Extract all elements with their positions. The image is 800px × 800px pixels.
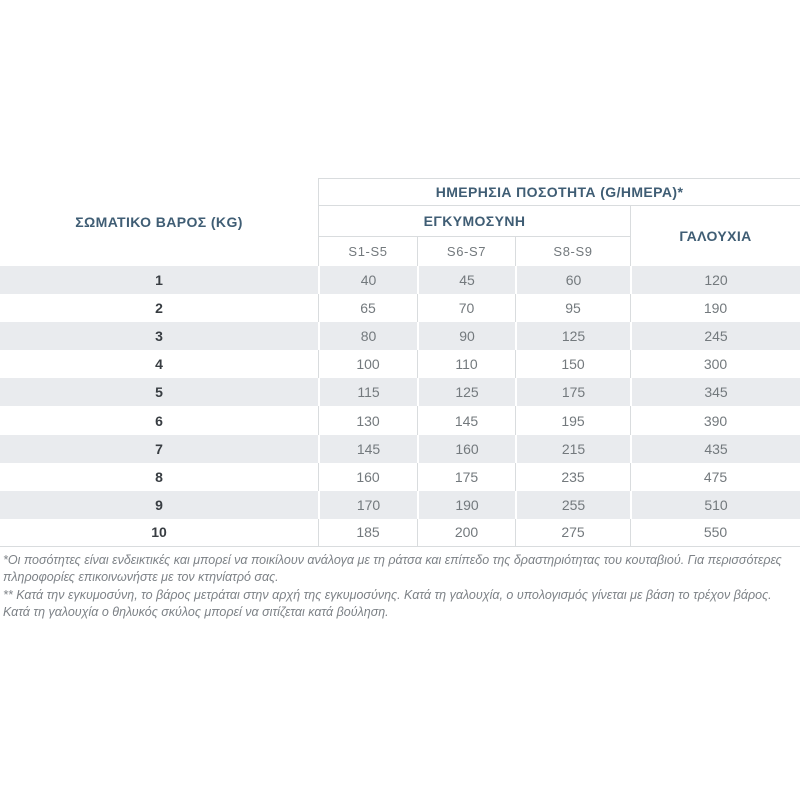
- footnote-pregnancy: ** Κατά την εγκυμοσύνη, το βάρος μετράτα…: [3, 588, 772, 619]
- value-s1s5: 160: [318, 462, 417, 491]
- table-row: 6 130 145 195 390: [0, 406, 800, 435]
- value-s8s9: 175: [515, 378, 630, 407]
- value-lactation: 120: [630, 266, 800, 295]
- value-lactation: 435: [630, 434, 800, 463]
- value-s1s5: 145: [318, 434, 417, 463]
- table-row: 9 170 190 255 510: [0, 490, 800, 519]
- stage-subheader-s6-s7: S6-S7: [417, 237, 515, 266]
- value-lactation: 550: [630, 518, 800, 547]
- value-s1s5: 80: [318, 322, 417, 351]
- daily-quantity-header: ΗΜΕΡΗΣΙΑ ΠΟΣΟΤΗΤΑ (G/ΗΜΕΡΑ)*: [318, 178, 800, 206]
- weight-cell: 10: [0, 519, 318, 547]
- body-weight-header: ΣΩΜΑΤΙΚΟ ΒΑΡΟΣ (KG): [75, 214, 243, 230]
- feeding-table: ΣΩΜΑΤΙΚΟ ΒΑΡΟΣ (KG) ΗΜΕΡΗΣΙΑ ΠΟΣΟΤΗΤΑ (G…: [0, 178, 800, 547]
- value-s6s7: 70: [417, 294, 515, 323]
- weight-cell: 7: [155, 440, 163, 457]
- value-s1s5: 100: [318, 350, 417, 379]
- value-s1s5: 130: [318, 406, 417, 435]
- value-lactation: 390: [630, 406, 800, 435]
- value-s8s9: 125: [515, 322, 630, 351]
- value-lactation: 190: [630, 294, 800, 323]
- stage-subheader-s1-s5: S1-S5: [318, 237, 417, 266]
- table-body: 1 40 45 60 120 2 65 70 95 190 3 80 90 12…: [0, 266, 800, 547]
- table-row: 3 80 90 125 245: [0, 322, 800, 351]
- weight-cell: 2: [155, 300, 163, 317]
- value-s8s9: 235: [515, 462, 630, 491]
- value-s1s5: 185: [318, 518, 417, 547]
- value-s1s5: 65: [318, 294, 417, 323]
- value-s6s7: 200: [417, 518, 515, 547]
- weight-cell: 9: [155, 496, 163, 513]
- value-lactation: 510: [630, 490, 800, 519]
- weight-cell: 4: [155, 356, 163, 373]
- value-lactation: 475: [630, 462, 800, 491]
- value-s6s7: 160: [417, 434, 515, 463]
- value-s8s9: 215: [515, 434, 630, 463]
- value-s1s5: 40: [318, 266, 417, 295]
- table-row: 1 40 45 60 120: [0, 266, 800, 295]
- value-s6s7: 110: [417, 350, 515, 379]
- weight-cell: 8: [155, 468, 163, 485]
- value-s6s7: 175: [417, 462, 515, 491]
- value-s8s9: 275: [515, 518, 630, 547]
- table-row: 5 115 125 175 345: [0, 378, 800, 407]
- value-s8s9: 150: [515, 350, 630, 379]
- feeding-table-header: ΣΩΜΑΤΙΚΟ ΒΑΡΟΣ (KG) ΗΜΕΡΗΣΙΑ ΠΟΣΟΤΗΤΑ (G…: [0, 178, 800, 266]
- value-s8s9: 60: [515, 266, 630, 295]
- table-row: 8 160 175 235 475: [0, 462, 800, 491]
- value-s6s7: 190: [417, 490, 515, 519]
- value-s6s7: 45: [417, 266, 515, 295]
- footnotes: *Οι ποσότητες είναι ενδεικτικές και μπορ…: [3, 552, 797, 622]
- value-s6s7: 145: [417, 406, 515, 435]
- value-s8s9: 255: [515, 490, 630, 519]
- value-lactation: 245: [630, 322, 800, 351]
- lactation-header: ΓΑΛΟΥΧΙΑ: [630, 206, 800, 266]
- table-row: 2 65 70 95 190: [0, 294, 800, 323]
- value-s1s5: 115: [318, 378, 417, 407]
- table-row: 4 100 110 150 300: [0, 350, 800, 379]
- stage-subheader-s8-s9: S8-S9: [515, 237, 630, 266]
- value-lactation: 345: [630, 378, 800, 407]
- value-s6s7: 125: [417, 378, 515, 407]
- table-row: 10 185 200 275 550: [0, 518, 800, 547]
- table-row: 7 145 160 215 435: [0, 434, 800, 463]
- value-s1s5: 170: [318, 490, 417, 519]
- value-lactation: 300: [630, 350, 800, 379]
- pregnancy-header: ΕΓΚΥΜΟΣΥΝΗ: [318, 206, 630, 237]
- value-s8s9: 195: [515, 406, 630, 435]
- value-s8s9: 95: [515, 294, 630, 323]
- weight-cell: 5: [155, 384, 163, 401]
- weight-cell: 3: [155, 328, 163, 345]
- value-s6s7: 90: [417, 322, 515, 351]
- footnote-quantities: *Οι ποσότητες είναι ενδεικτικές και μπορ…: [3, 553, 782, 584]
- weight-cell: 6: [155, 412, 163, 429]
- weight-cell: 1: [155, 272, 163, 289]
